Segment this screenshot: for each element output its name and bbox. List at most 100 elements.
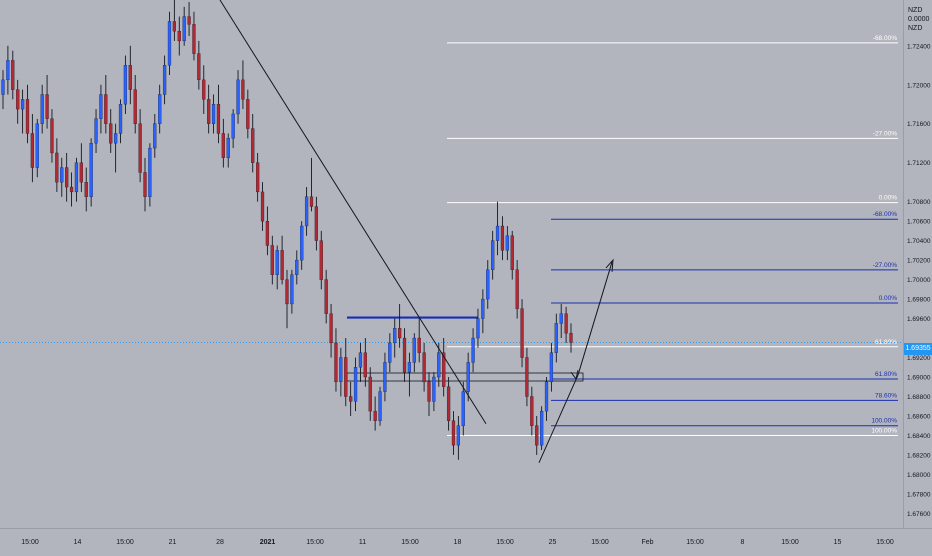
candle-body-up: [300, 225, 304, 261]
candle-body-up: [393, 328, 397, 344]
candle-body-down: [260, 191, 265, 222]
candle-body-up: [89, 143, 93, 197]
candle-body-up: [353, 367, 358, 402]
candle-body-down: [25, 99, 30, 134]
candle-body-down: [520, 308, 524, 358]
candle-body-up: [471, 337, 475, 363]
candle-body-up: [123, 65, 128, 105]
fib-upper-level-label: 100.00%: [871, 427, 897, 434]
price-tick-label: 1.70800: [907, 199, 931, 206]
candle-body-up: [211, 104, 216, 124]
candle-body-up: [466, 362, 470, 392]
candle-body-down: [265, 220, 270, 246]
candlestick-series: [1, 0, 573, 460]
fib-retracement-upper[interactable]: -68.00% -27.00% 0.00% 61.80% 100.00%: [447, 35, 898, 436]
candle-body-down: [569, 333, 573, 343]
candle-body-down: [207, 99, 211, 124]
candle-body-down: [349, 396, 353, 402]
candle-body-up: [505, 235, 509, 251]
candle-body-up: [236, 79, 240, 115]
candle-body-up: [118, 104, 123, 134]
symbol-quote-bottom: NZD: [908, 25, 923, 32]
horizontal-line-drawing[interactable]: [346, 316, 584, 382]
last-price-tag: 1.69355: [904, 343, 932, 355]
fib-upper-level-label: -68.00%: [873, 35, 897, 42]
candle-body-down: [128, 65, 132, 90]
symbol-legend: NZD 0.0000 NZD: [908, 6, 929, 33]
candle-body-down: [530, 396, 534, 426]
candle-body-down: [427, 381, 431, 402]
symbol-quote-top: NZD: [908, 7, 923, 14]
price-tick-label: 1.68400: [907, 433, 931, 440]
fib-lower-level-label: 78.60%: [875, 392, 897, 399]
candle-body-down: [564, 313, 568, 334]
price-tick-label: 1.68600: [907, 413, 931, 420]
time-axis-labels: 15:00 14 15:00 21 28 2021 15:00 11 15:00 18 15:00 2…: [21, 539, 894, 546]
candle-body-up: [290, 274, 294, 305]
candle-body-down: [417, 337, 421, 353]
candle-body-down: [270, 245, 274, 275]
candle-body-down: [251, 128, 255, 163]
time-tick-label: 14: [74, 539, 82, 546]
price-tick-label: 1.67600: [907, 511, 931, 518]
candle-body-down: [314, 206, 318, 241]
time-tick-label: 15:00: [876, 539, 894, 546]
candle-body-up: [158, 94, 162, 124]
candle-body-down: [525, 357, 529, 397]
candle-body-up: [378, 391, 382, 421]
price-tick-label: 1.70600: [907, 219, 931, 226]
trendline-drawings[interactable]: [219, 0, 614, 463]
time-tick-label: 28: [216, 539, 224, 546]
candle-body-up: [162, 65, 167, 95]
candle-body-up: [495, 225, 500, 241]
candle-body-up: [412, 337, 416, 363]
candle-body-up: [432, 376, 436, 402]
time-tick-label: 15:00: [306, 539, 324, 546]
fib-retracement-lower[interactable]: -68.00% -27.00% 0.00% 61.80% 78.60% 100.00%: [551, 211, 898, 427]
candle-body-down: [334, 342, 338, 383]
time-tick-label: 25: [549, 539, 557, 546]
candle-body-up: [304, 196, 309, 227]
candle-body-up: [339, 357, 343, 383]
candle-body-down: [192, 24, 196, 54]
candle-body-up: [40, 94, 44, 124]
candle-body-down: [216, 104, 221, 134]
candle-body-down: [368, 376, 372, 412]
fib-upper-level-label: 61.80%: [875, 339, 897, 346]
projection-arrow-head: [605, 258, 614, 272]
candle-body-down: [309, 196, 314, 207]
symbol-zero-value: 0.0000: [908, 16, 930, 23]
candle-body-up: [461, 391, 465, 426]
candle-body-down: [344, 357, 348, 397]
candle-body-down: [451, 420, 456, 446]
projection-arrow-line: [577, 261, 613, 376]
price-tick-label: 1.70000: [907, 277, 931, 284]
time-tick-label: 15:00: [686, 539, 704, 546]
price-tick-label: 1.69800: [907, 297, 931, 304]
candle-body-up: [481, 298, 485, 319]
candle-body-down: [500, 225, 505, 251]
candle-body-up: [544, 381, 549, 412]
candle-body-down: [442, 352, 446, 387]
candle-body-down: [69, 186, 74, 193]
fib-lower-level-label: 100.00%: [871, 418, 897, 425]
price-tick-label: 1.69200: [907, 355, 931, 362]
time-tick-label: 8: [741, 539, 745, 546]
price-chart[interactable]: -68.00% -27.00% 0.00% 61.80% 100.00% -68.00%…: [0, 0, 903, 528]
candle-body-down: [55, 152, 59, 183]
price-tick-label: 1.68000: [907, 472, 931, 479]
candle-body-down: [510, 235, 514, 270]
candle-body-up: [148, 147, 152, 197]
time-tick-label: 15:00: [781, 539, 799, 546]
candle-body-up: [6, 60, 10, 81]
fib-lower-level-label: 61.80%: [875, 371, 897, 378]
candle-body-up: [226, 138, 230, 158]
fib-lower-level-label: -27.00%: [873, 262, 897, 269]
price-axis[interactable]: 1.72400 1.72000 1.71600 1.71200 1.70800 1.706…: [903, 0, 932, 528]
candle-body-up: [99, 94, 103, 119]
price-tick-label: 1.69000: [907, 375, 931, 382]
candle-body-down: [319, 240, 323, 280]
plot-area[interactable]: -68.00% -27.00% 0.00% 61.80% 100.00% -68.00%…: [0, 0, 903, 528]
time-axis[interactable]: 15:00 14 15:00 21 28 2021 15:00 11 15:00 18 15:00 2…: [0, 528, 932, 551]
